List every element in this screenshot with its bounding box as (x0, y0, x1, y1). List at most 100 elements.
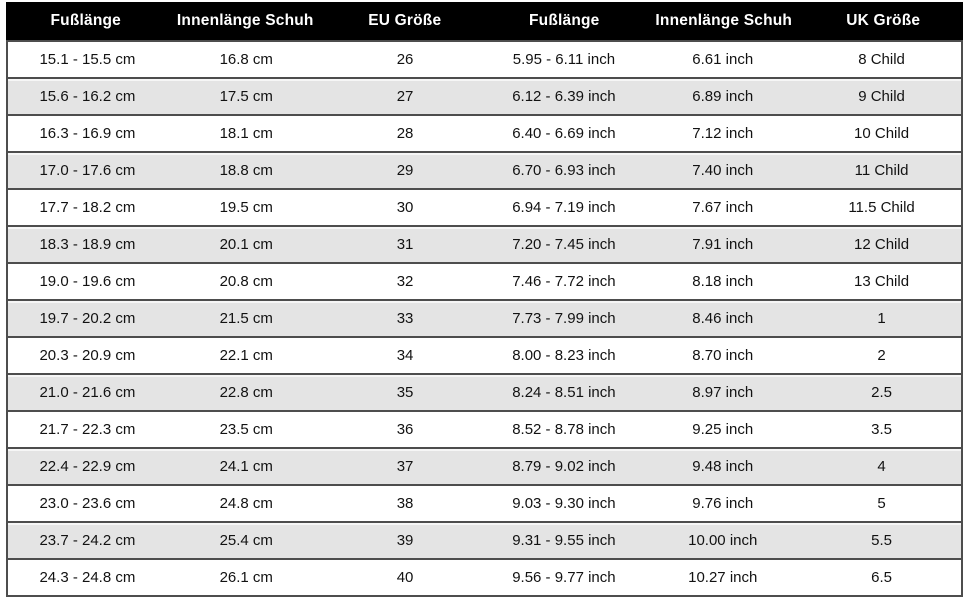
table-cell: 10.00 inch (688, 532, 758, 549)
table-row: 15.1 - 15.5 cm 16.8 cm 26 5.95 - 6.11 inch 6… (8, 40, 961, 77)
table-row: 15.6 - 16.2 cm 17.5 cm 27 6.12 - 6.39 inch 6… (8, 77, 961, 114)
table-cell: 6.89 inch (692, 88, 754, 105)
table-row: 20.3 - 20.9 cm 22.1 cm 34 8.00 - 8.23 inch 8… (8, 336, 961, 373)
table-body: 15.1 - 15.5 cm 16.8 cm 26 5.95 - 6.11 inch 6… (8, 40, 961, 595)
table-cell: 39 (396, 532, 414, 549)
table-row: 21.7 - 22.3 cm 23.5 cm 36 8.52 - 8.78 inch 9… (8, 410, 961, 447)
table-row: 18.3 - 18.9 cm 20.1 cm 31 7.20 - 7.45 inch 7… (8, 225, 961, 262)
header-eu-size: EU Größe (368, 12, 442, 29)
table-cell: 9.25 inch (692, 421, 754, 438)
table-cell: 7.40 inch (692, 162, 754, 179)
table-cell: 5.95 - 6.11 inch (512, 51, 616, 68)
table-cell: 34 (396, 347, 414, 364)
table-cell: 7.67 inch (692, 199, 754, 216)
table-cell: 17.5 cm (219, 88, 273, 105)
table-cell: 16.8 cm (219, 51, 273, 68)
table-cell: 24.8 cm (219, 495, 273, 512)
header-inner-length-inch: Innenlänge Schuh (655, 12, 793, 29)
table-cell: 35 (396, 384, 414, 401)
table-cell: 7.73 - 7.99 inch (512, 310, 616, 327)
table-row: 19.0 - 19.6 cm 20.8 cm 32 7.46 - 7.72 inch 8… (8, 262, 961, 299)
table-cell: 19.7 - 20.2 cm (39, 310, 136, 327)
table-cell: 17.0 - 17.6 cm (39, 162, 136, 179)
table-cell: 8.70 inch (692, 347, 754, 364)
table-cell: 30 (396, 199, 414, 216)
table-row: 23.0 - 23.6 cm 24.8 cm 38 9.03 - 9.30 inch 9… (8, 484, 961, 521)
table-cell: 8.24 - 8.51 inch (512, 384, 616, 401)
table-cell: 2.5 (871, 384, 892, 401)
table-cell: 21.5 cm (219, 310, 273, 327)
table-cell: 23.7 - 24.2 cm (39, 532, 136, 549)
table-cell: 9.48 inch (692, 458, 754, 475)
table-cell: 9 Child (858, 88, 905, 105)
table-cell: 5.5 (871, 532, 892, 549)
table-cell: 22.4 - 22.9 cm (39, 458, 136, 475)
table-cell: 20.1 cm (219, 236, 273, 253)
table-cell: 29 (396, 162, 414, 179)
table-cell: 33 (396, 310, 414, 327)
table-cell: 9.76 inch (692, 495, 754, 512)
header-foot-length-inch: Fußlänge (529, 12, 600, 29)
table-cell: 28 (396, 125, 414, 142)
table-cell: 6.61 inch (692, 51, 754, 68)
table-cell: 15.1 - 15.5 cm (39, 51, 136, 68)
table-cell: 21.7 - 22.3 cm (39, 421, 136, 438)
table-cell: 9.03 - 9.30 inch (512, 495, 616, 512)
table-cell: 18.1 cm (219, 125, 273, 142)
shoe-size-table: Fußlänge Innenlänge Schuh EU Größe Fußlä… (6, 2, 963, 597)
table-cell: 19.0 - 19.6 cm (39, 273, 136, 290)
table-cell: 10.27 inch (688, 569, 758, 586)
table-cell: 18.8 cm (219, 162, 273, 179)
table-cell: 32 (396, 273, 414, 290)
table-cell: 20.3 - 20.9 cm (39, 347, 136, 364)
table-cell: 13 Child (854, 273, 910, 290)
table-cell: 18.3 - 18.9 cm (39, 236, 136, 253)
header-inner-length-cm: Innenlänge Schuh (176, 12, 314, 29)
table-row: 17.7 - 18.2 cm 19.5 cm 30 6.94 - 7.19 inch 7… (8, 188, 961, 225)
table-cell: 21.0 - 21.6 cm (39, 384, 136, 401)
table-cell: 40 (396, 569, 414, 586)
table-cell: 38 (396, 495, 414, 512)
table-cell: 6.12 - 6.39 inch (512, 88, 616, 105)
table-cell: 6.5 (871, 569, 892, 586)
table-cell: 10 Child (854, 125, 910, 142)
table-cell: 20.8 cm (219, 273, 273, 290)
table-cell: 8.00 - 8.23 inch (512, 347, 616, 364)
table-cell: 11 Child (854, 162, 909, 179)
table-cell: 7.20 - 7.45 inch (512, 236, 616, 253)
table-cell: 7.91 inch (692, 236, 754, 253)
table-cell: 23.0 - 23.6 cm (39, 495, 136, 512)
table-row: 23.7 - 24.2 cm 25.4 cm 39 9.31 - 9.55 inch 1… (8, 521, 961, 558)
table-cell: 6.70 - 6.93 inch (512, 162, 616, 179)
table-cell: 25.4 cm (219, 532, 273, 549)
table-cell: 9.31 - 9.55 inch (512, 532, 616, 549)
table-row: 16.3 - 16.9 cm 18.1 cm 28 6.40 - 6.69 inch 7… (8, 114, 961, 151)
table-cell: 36 (396, 421, 414, 438)
table-cell: 16.3 - 16.9 cm (39, 125, 136, 142)
table-header-row: Fußlänge Innenlänge Schuh EU Größe Fußlä… (6, 2, 963, 40)
table-cell: 9.56 - 9.77 inch (512, 569, 616, 586)
table-cell: 12 Child (854, 236, 910, 253)
table-cell: 7.12 inch (692, 125, 754, 142)
table-cell: 26 (396, 51, 414, 68)
table-row: 17.0 - 17.6 cm 18.8 cm 29 6.70 - 6.93 inch 7… (8, 151, 961, 188)
table-row: 19.7 - 20.2 cm 21.5 cm 33 7.73 - 7.99 inch 8… (8, 299, 961, 336)
table-cell: 11.5 Child (848, 199, 915, 216)
table-cell: 19.5 cm (219, 199, 273, 216)
table-cell: 31 (396, 236, 414, 253)
table-cell: 3.5 (871, 421, 892, 438)
table-cell: 15.6 - 16.2 cm (39, 88, 136, 105)
table-cell: 7.46 - 7.72 inch (512, 273, 616, 290)
table-cell: 24.1 cm (219, 458, 273, 475)
table-row: 21.0 - 21.6 cm 22.8 cm 35 8.24 - 8.51 inch 8… (8, 373, 961, 410)
table-cell: 6.94 - 7.19 inch (512, 199, 616, 216)
table-cell: 23.5 cm (219, 421, 273, 438)
table-cell: 22.8 cm (219, 384, 273, 401)
table-cell: 4 (877, 458, 886, 475)
header-foot-length-cm: Fußlänge (50, 12, 121, 29)
table-cell: 8.18 inch (692, 273, 754, 290)
table-cell: 8.46 inch (692, 310, 754, 327)
table-cell: 17.7 - 18.2 cm (39, 199, 136, 216)
table-cell: 26.1 cm (219, 569, 273, 586)
table-cell: 6.40 - 6.69 inch (512, 125, 616, 142)
